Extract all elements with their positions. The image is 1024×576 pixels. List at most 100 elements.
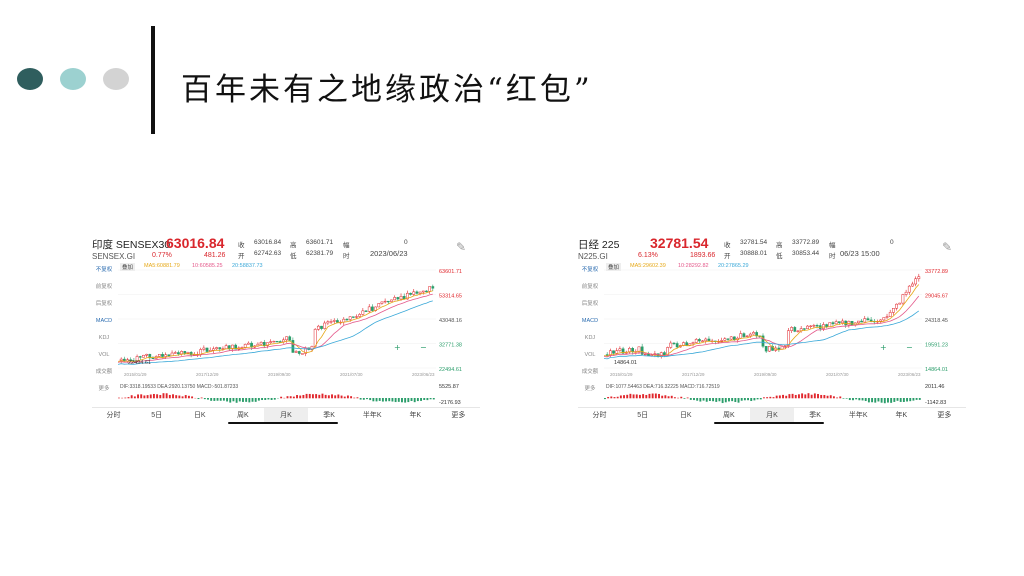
tab-5d[interactable]: 5日 [151,412,163,419]
candle-body [361,310,365,315]
tab-more[interactable]: 更多 [937,412,952,419]
q-huan: 0 [890,239,894,246]
edit-icon[interactable]: ✎ [942,240,953,254]
price-axis-label: 32771.38 [439,343,462,349]
nikkei-chart-panel: 日经 225 32781.54 N225.GI 6.13% 1893.66 收 … [578,232,966,426]
candle-body [399,296,403,300]
macd-bar [778,395,781,399]
macd-bar [654,393,657,399]
macd-bar [200,397,203,399]
candle-body [726,338,730,340]
menu-item[interactable]: 后复权 [581,301,599,307]
macd-bar [626,394,629,399]
macd-bar [286,396,289,399]
zoom-in-icon[interactable]: + [394,343,401,352]
tab-week[interactable]: 周K [237,412,249,419]
tab-halfyear[interactable]: 半年K [848,412,868,419]
macd-bar [883,398,886,404]
candle-body [917,276,921,280]
candle-body [825,324,828,328]
tab-quarter[interactable]: 季K [809,412,821,419]
macd-bar [772,397,775,399]
macd-bar [235,398,238,403]
macd-bar [397,398,400,402]
macd-bar [673,397,676,399]
macd-bar [734,398,737,403]
kline-chart: 63601.71 53314.65 43048.16 32771.38 22494.61… [118,269,462,404]
menu-item[interactable]: MACD [581,318,599,324]
tab-year[interactable]: 年K [409,412,422,419]
tab-day[interactable]: 日K [193,412,206,419]
macd-bar [645,394,648,399]
menu-item[interactable]: 后复权 [95,301,113,307]
macd-bar [385,398,388,402]
macd-bar [372,398,375,402]
macd-bar [162,393,165,399]
menu-item[interactable]: 不复权 [95,267,113,273]
candle-body [793,327,797,332]
zoom-in-icon[interactable]: + [880,343,887,352]
menu-item[interactable]: 前复权 [95,284,113,290]
tab-fenshi[interactable]: 分时 [106,412,121,419]
macd-bar [299,395,302,399]
macd-bar [813,393,816,399]
date-axis-label: 2023/06/23 [898,372,921,377]
zoom-out-icon[interactable]: − [420,343,427,352]
price-axis-label: 14864.01 [925,367,948,373]
macd-bar [785,395,788,399]
candle-body [278,341,282,343]
date-axis-label: 2019/09/30 [754,372,777,377]
tab-week[interactable]: 周K [723,412,735,419]
q-shi: 2023/06/23 [370,249,408,258]
candle-body [186,352,190,354]
macd-bar [604,398,606,400]
period-tabs: 分时 5日 日K 周K 月K 季K 半年K 年K 更多 [92,407,480,424]
menu-item[interactable]: VOL [98,352,110,358]
tab-fenshi[interactable]: 分时 [592,412,607,419]
macd-axis-label: -2176.93 [439,400,461,404]
candle-body [215,347,218,350]
overlay-button[interactable]: 叠加 [606,263,622,271]
macd-bar [248,398,251,403]
candle-body [809,325,813,327]
candle-body [412,291,416,295]
menu-item[interactable]: 更多 [584,386,596,392]
candle-body [358,314,362,317]
zoom-out-icon[interactable]: − [906,343,913,352]
tab-year[interactable]: 年K [895,412,908,419]
tab-5d[interactable]: 5日 [637,412,649,419]
candle-body [285,336,288,341]
candle-body [351,316,355,318]
candle-body [767,346,771,352]
macd-bar [708,398,711,401]
deco-dot-gray [103,68,129,90]
ma10-line [604,295,920,358]
macd-bar [896,398,899,401]
menu-item[interactable]: 前复权 [581,284,599,290]
tab-day[interactable]: 日K [679,412,692,419]
menu-item[interactable]: KDJ [584,335,596,341]
tab-month[interactable]: 月K [264,408,308,424]
macd-bar [369,398,372,401]
candle-body [640,346,644,355]
candle-body [425,290,428,293]
tab-quarter[interactable]: 季K [323,412,335,419]
macd-bar [696,398,699,401]
menu-item[interactable]: 成交额 [95,369,113,375]
menu-item[interactable]: 更多 [98,386,110,392]
tab-halfyear[interactable]: 半年K [362,412,382,419]
macd-bar [149,394,152,399]
menu-item[interactable]: 不复权 [581,267,599,273]
menu-item[interactable]: KDJ [98,335,110,341]
ma5-line [604,284,920,357]
candle-body [764,346,768,352]
tab-more[interactable]: 更多 [451,412,466,419]
date-axis-label: 2017/12/29 [196,372,219,377]
tab-month[interactable]: 月K [750,408,794,424]
menu-item[interactable]: MACD [95,318,113,324]
menu-item[interactable]: 成交额 [581,369,599,375]
macd-bar [616,396,619,399]
edit-icon[interactable]: ✎ [456,240,467,254]
menu-item[interactable]: VOL [584,352,596,358]
overlay-button[interactable]: 叠加 [120,263,136,271]
